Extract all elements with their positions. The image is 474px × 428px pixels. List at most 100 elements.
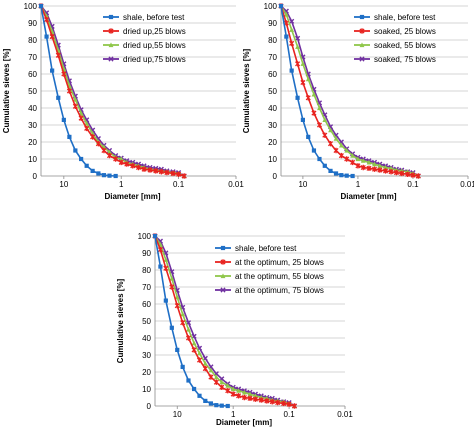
data-point — [225, 403, 230, 409]
x-axis-title: Diameter [mm] — [104, 192, 160, 201]
legend-entry-label: dried up,25 blows — [123, 27, 186, 36]
data-point — [135, 164, 142, 171]
chart-panel-1: 0 10 20 30 40 50 60 70 80 90 100 10 1 0.1 0.01 Diameter… — [2, 2, 244, 201]
data-point — [328, 168, 333, 173]
data-point — [355, 156, 361, 162]
data-point — [203, 398, 208, 403]
x-tick-label: 1 — [119, 180, 124, 189]
legend-swatch-marker — [220, 259, 226, 265]
data-point — [317, 156, 322, 162]
y-tick-label: 20 — [268, 138, 277, 147]
data-point — [283, 11, 289, 17]
x-tick-label: 0.01 — [460, 180, 474, 189]
legend: shale, before test at the optimum, 25 blo… — [215, 244, 324, 295]
data-point — [294, 35, 301, 41]
data-point — [214, 403, 219, 408]
data-point — [230, 386, 236, 392]
data-point — [84, 163, 89, 168]
data-point — [130, 163, 136, 169]
data-point — [197, 350, 202, 356]
data-point — [72, 96, 78, 102]
x-tick-label: 10 — [59, 180, 68, 189]
data-point — [95, 141, 101, 147]
y-tick-label: 90 — [28, 19, 37, 28]
data-point — [157, 246, 163, 253]
data-point — [275, 399, 281, 406]
data-point — [107, 149, 112, 155]
data-point — [322, 132, 328, 138]
x-tick-label: 1 — [231, 410, 236, 419]
x-axis-title: Diameter [mm] — [340, 192, 396, 201]
data-point — [72, 103, 78, 109]
data-point — [180, 311, 186, 317]
data-point — [333, 147, 339, 154]
y-tick-label: 80 — [142, 266, 151, 275]
data-point — [196, 357, 203, 363]
legend-entry-label: shale, before test — [374, 13, 436, 22]
series-1 — [152, 233, 230, 409]
data-point — [225, 388, 231, 394]
data-point — [208, 367, 214, 373]
x-tick-label: 10 — [298, 180, 307, 189]
y-tick-label: 50 — [142, 317, 151, 326]
data-point — [141, 166, 147, 172]
data-point — [181, 173, 187, 179]
y-tick-label: 10 — [268, 155, 277, 164]
data-point — [305, 76, 311, 82]
y-tick-label: 80 — [28, 36, 37, 45]
data-point — [213, 379, 219, 385]
data-point — [382, 168, 389, 174]
data-point — [147, 167, 153, 173]
data-point — [158, 264, 163, 269]
chart-panel-2: 0 10 20 30 40 50 60 70 80 90 100 10 1 0.1 0.01 Diameter… — [242, 2, 474, 201]
legend-swatch-marker — [220, 287, 226, 293]
y-tick-label: 40 — [28, 104, 37, 113]
data-point — [253, 393, 258, 398]
data-point — [219, 403, 224, 408]
data-point — [300, 61, 306, 66]
data-point — [164, 169, 170, 176]
data-point — [300, 117, 305, 122]
data-point — [388, 165, 394, 171]
x-tick-label: 0.1 — [173, 180, 185, 189]
data-point — [107, 173, 112, 178]
data-point — [360, 158, 366, 163]
data-point — [316, 122, 323, 128]
data-point — [289, 40, 295, 47]
data-point — [252, 396, 258, 402]
y-tick-label: 40 — [142, 334, 151, 343]
data-point — [305, 95, 311, 101]
data-point — [73, 148, 78, 153]
x-tick-label: 0.1 — [284, 410, 296, 419]
data-point — [84, 125, 90, 132]
data-point — [118, 156, 124, 162]
data-point — [124, 161, 130, 167]
data-point — [360, 164, 366, 171]
data-point — [328, 127, 333, 133]
data-point — [289, 18, 295, 24]
data-point — [118, 159, 124, 166]
x-axis-title: Diameter [mm] — [216, 418, 272, 427]
data-point — [284, 34, 289, 39]
data-point — [415, 173, 421, 179]
data-point — [405, 171, 411, 177]
data-point — [90, 134, 96, 140]
data-point — [291, 403, 298, 409]
data-point — [78, 115, 84, 121]
data-point — [56, 95, 61, 100]
data-point — [295, 95, 300, 100]
data-point — [311, 110, 317, 116]
data-point — [44, 34, 49, 39]
y-tick-label: 10 — [28, 155, 37, 164]
data-point — [213, 374, 219, 380]
legend-entry-label: shale, before test — [123, 13, 185, 22]
data-point — [169, 284, 175, 290]
series-1 — [38, 3, 118, 179]
data-point — [317, 105, 322, 111]
legend-swatch-marker — [359, 42, 365, 48]
legend-swatch-marker — [108, 56, 114, 62]
data-point — [174, 294, 180, 300]
data-point — [327, 141, 334, 147]
y-tick-label: 10 — [142, 385, 151, 394]
data-point — [191, 386, 197, 392]
